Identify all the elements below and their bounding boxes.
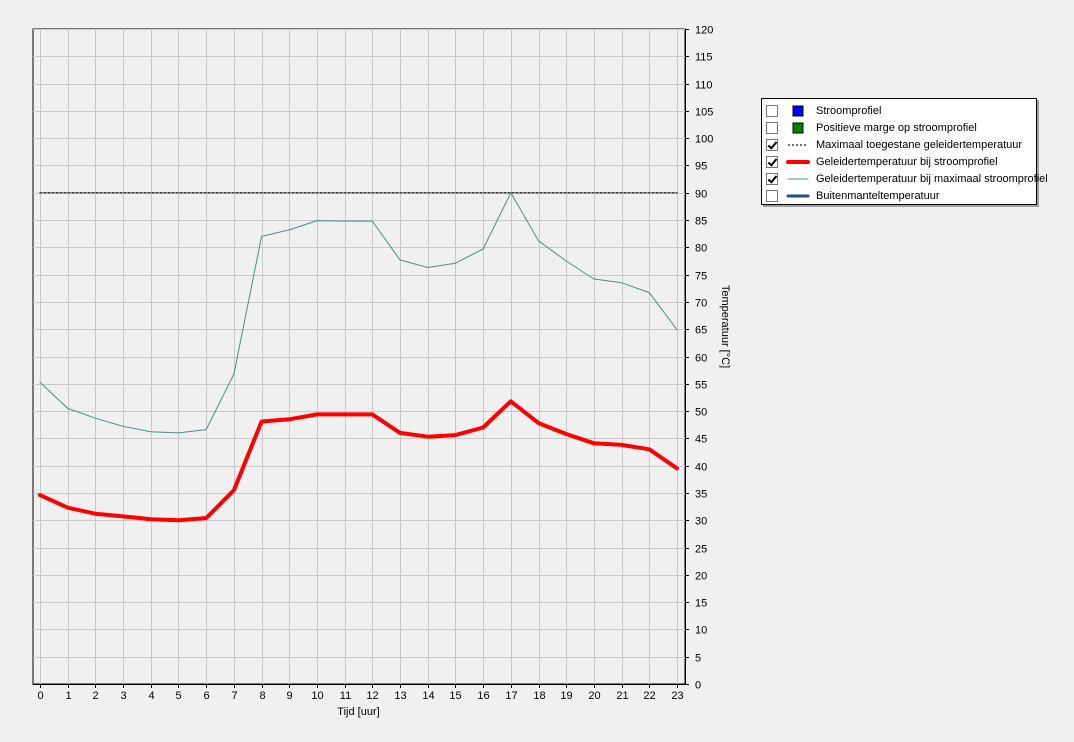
x-tick-label: 17 <box>505 690 517 702</box>
y-tick-label: 45 <box>695 434 707 446</box>
y-tick-label: 90 <box>695 189 707 201</box>
legend-item-stroomprofiel: Stroomprofiel <box>762 102 1036 119</box>
x-tick-label: 11 <box>340 690 351 702</box>
legend-checkbox[interactable] <box>766 121 778 134</box>
x-tick-label: 19 <box>560 690 572 702</box>
x-tick-label: 8 <box>259 690 265 702</box>
y-tick-label: 15 <box>695 598 707 610</box>
legend-swatch <box>785 173 811 185</box>
legend-checkbox[interactable] <box>766 189 778 202</box>
y-tick-label: 120 <box>695 25 713 37</box>
legend-checkbox[interactable] <box>766 172 778 185</box>
legend-swatch <box>785 190 811 202</box>
y-tick-label: 100 <box>695 134 713 146</box>
x-tick-label: 0 <box>37 690 43 702</box>
legend-label: Positieve marge op stroomprofiel <box>816 121 977 134</box>
y-tick-label: 105 <box>695 107 713 119</box>
y-tick-label: 85 <box>695 216 707 228</box>
legend-swatch <box>785 105 811 117</box>
legend-checkbox[interactable] <box>766 155 778 168</box>
x-tick-label: 22 <box>643 690 655 702</box>
legend-label: Stroomprofiel <box>816 104 882 117</box>
grid-lines <box>33 29 685 685</box>
x-tick-label: 15 <box>449 690 461 702</box>
y-tick-label: 0 <box>695 680 701 692</box>
x-tick-label: 12 <box>366 690 378 702</box>
legend-label: Geleidertemperatuur bij stroomprofiel <box>816 155 998 168</box>
x-tick-label: 16 <box>477 690 489 702</box>
x-tick-label: 21 <box>616 690 628 702</box>
y-tick-label: 10 <box>695 625 707 637</box>
legend-swatch <box>785 122 811 134</box>
x-tick-label: 1 <box>65 690 71 702</box>
y-tick-label: 80 <box>695 243 707 255</box>
x-tick-label: 14 <box>422 690 434 702</box>
y-tick-label: 30 <box>695 516 707 528</box>
x-tick-label: 5 <box>175 690 181 702</box>
series-line-1 <box>38 399 679 523</box>
y-tick-label: 50 <box>695 407 707 419</box>
series-line-2 <box>39 192 678 434</box>
legend-swatch <box>785 139 811 151</box>
x-tick-label: 4 <box>148 690 154 702</box>
x-tick-label: 9 <box>286 690 292 702</box>
legend-item-buitenmantel: Buitenmanteltemperatuur <box>762 187 1036 204</box>
series-layer <box>38 192 679 523</box>
x-tick-label: 2 <box>92 690 98 702</box>
legend-label: Buitenmanteltemperatuur <box>816 189 940 202</box>
y-axis-title: Temperatuur [°C] <box>719 285 731 368</box>
y-tick-label: 95 <box>695 161 707 173</box>
plot-area <box>32 28 686 685</box>
swatch-box <box>792 122 804 133</box>
x-tick-label: 23 <box>671 690 683 702</box>
legend-item-positieve-marge: Positieve marge op stroomprofiel <box>762 119 1036 136</box>
legend-swatch <box>785 156 811 168</box>
y-tick-label: 110 <box>695 80 713 92</box>
y-tick-label: 40 <box>695 462 707 474</box>
y-tick-label: 5 <box>695 653 701 665</box>
y-tick-label: 55 <box>695 380 707 392</box>
legend-label: Geleidertemperatuur bij maximaal stroomp… <box>816 172 1048 185</box>
x-tick-label: 6 <box>203 690 209 702</box>
x-axis-title: Tijd [uur] <box>337 706 379 718</box>
legend-item-maximaal-toegestane: Maximaal toegestane geleidertemperatuur <box>762 136 1036 153</box>
y-tick-label: 70 <box>695 298 707 310</box>
legend-item-geleider-maximaal: Geleidertemperatuur bij maximaal stroomp… <box>762 170 1048 187</box>
y-tick-label: 35 <box>695 489 707 501</box>
y-tick-label: 60 <box>695 353 707 365</box>
legend-label: Maximaal toegestane geleidertemperatuur <box>816 138 1023 151</box>
axes: 0 1 2 3 4 5 6 7 8 9 10 11 12 13 14 15 16 17 18 19 20 21 22 2305… <box>33 25 713 702</box>
x-tick-label: 3 <box>120 690 126 702</box>
y-tick-label: 65 <box>695 325 707 337</box>
x-tick-label: 18 <box>533 690 545 702</box>
y-tick-label: 25 <box>695 544 707 556</box>
x-tick-label: 10 <box>311 690 323 702</box>
y-tick-label: 115 <box>695 52 713 64</box>
legend-checkbox[interactable] <box>766 104 778 117</box>
x-tick-label: 20 <box>588 690 600 702</box>
x-tick-label: 13 <box>394 690 406 702</box>
swatch-box <box>792 105 804 116</box>
y-tick-label: 75 <box>695 271 707 283</box>
legend-checkbox[interactable] <box>766 138 778 151</box>
legend-item-geleider-stroomprofiel: Geleidertemperatuur bij stroomprofiel <box>762 153 1036 170</box>
x-tick-label: 7 <box>231 690 237 702</box>
legend: Stroomprofiel Positieve marge op stroomp… <box>761 98 1048 205</box>
y-tick-label: 20 <box>695 571 707 583</box>
